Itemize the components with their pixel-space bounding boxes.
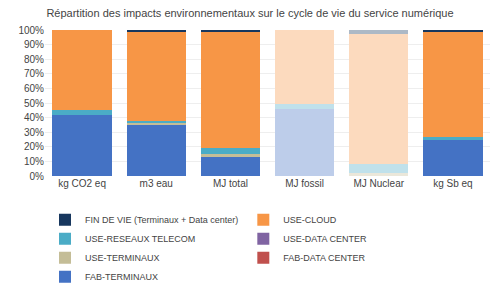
- svg-text:Répartition des impacts enviro: Répartition des impacts environnementaux…: [46, 7, 453, 19]
- svg-text:USE-RESEAUX TELECOM: USE-RESEAUX TELECOM: [85, 234, 195, 244]
- svg-text:50%: 50%: [24, 98, 44, 109]
- svg-text:30%: 30%: [24, 127, 44, 138]
- svg-text:m3 eau: m3 eau: [140, 178, 173, 189]
- svg-text:90%: 90%: [24, 39, 44, 50]
- svg-text:FAB-DATA CENTER: FAB-DATA CENTER: [283, 253, 365, 263]
- svg-text:USE-CLOUD: USE-CLOUD: [283, 215, 337, 225]
- svg-text:FIN DE VIE (Terminaux + Data c: FIN DE VIE (Terminaux + Data center): [85, 215, 238, 225]
- svg-text:MJ total: MJ total: [213, 178, 248, 189]
- svg-text:40%: 40%: [24, 112, 44, 123]
- svg-text:100%: 100%: [18, 25, 44, 36]
- svg-text:MJ Nuclear: MJ Nuclear: [353, 178, 404, 189]
- svg-text:0%: 0%: [30, 171, 45, 182]
- svg-text:80%: 80%: [24, 54, 44, 65]
- svg-text:FAB-TERMINAUX: FAB-TERMINAUX: [85, 272, 158, 282]
- svg-text:kg Sb eq: kg Sb eq: [433, 178, 472, 189]
- svg-text:10%: 10%: [24, 156, 44, 167]
- svg-text:USE-TERMINAUX: USE-TERMINAUX: [85, 253, 160, 263]
- svg-text:kg CO2 eq: kg CO2 eq: [58, 178, 106, 189]
- svg-text:MJ fossil: MJ fossil: [285, 178, 324, 189]
- svg-text:USE-DATA CENTER: USE-DATA CENTER: [283, 234, 367, 244]
- svg-text:20%: 20%: [24, 141, 44, 152]
- svg-text:70%: 70%: [24, 68, 44, 79]
- svg-text:60%: 60%: [24, 83, 44, 94]
